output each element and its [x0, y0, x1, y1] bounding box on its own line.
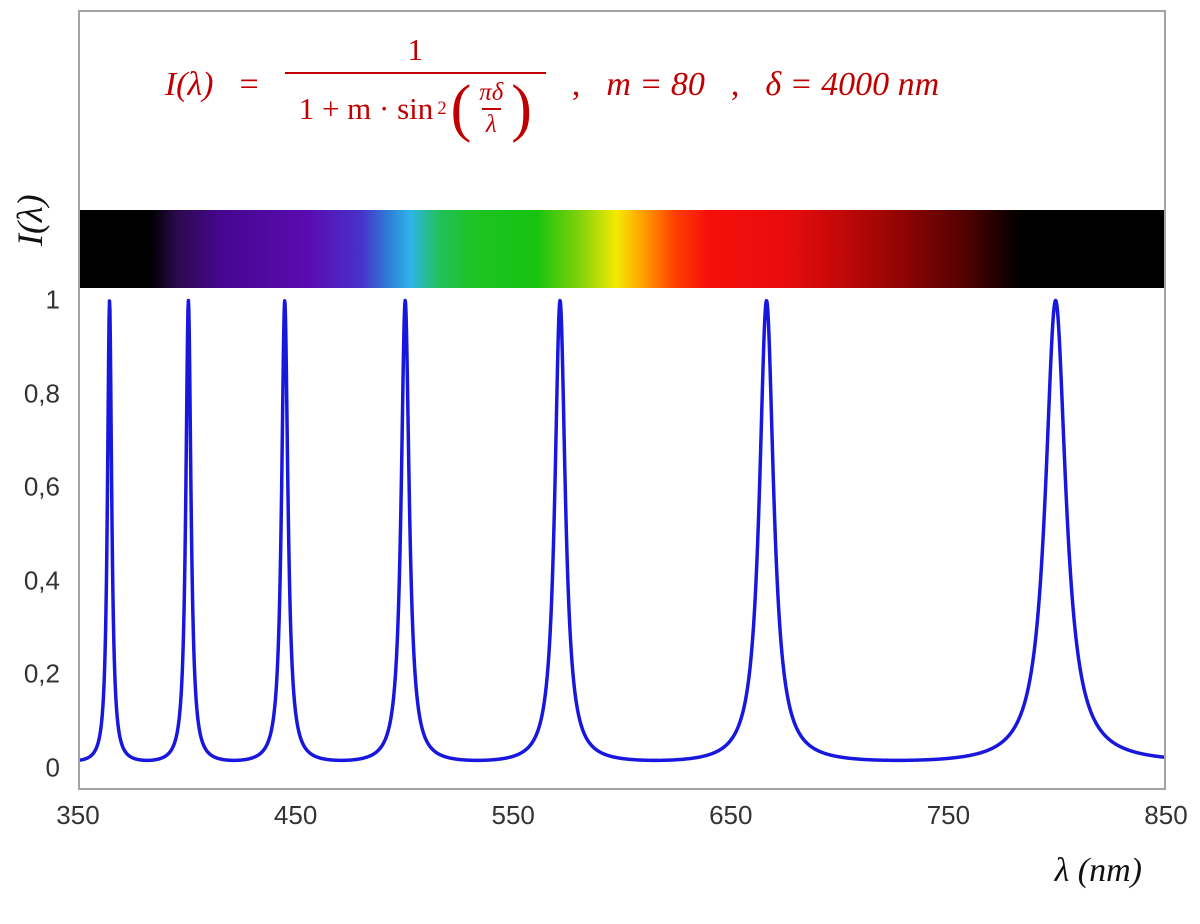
plot-area: I(λ) = 1 1 + m · sin 2 ( πδ λ ) , m = 80 … — [78, 10, 1166, 790]
x-tick-label: 450 — [273, 800, 318, 830]
equation: I(λ) = 1 1 + m · sin 2 ( πδ λ ) , m = 80 … — [10, 32, 1094, 144]
open-paren: ( — [450, 72, 472, 144]
equation-fraction: 1 1 + m · sin 2 ( πδ λ ) — [284, 32, 546, 144]
y-axis-ticks: 0 0,2 0,4 0,6 0,8 1 — [0, 0, 66, 924]
x-tick-label: 750 — [926, 800, 971, 830]
denominator-text: 1 + m · sin — [298, 91, 434, 127]
close-paren: ) — [511, 72, 532, 144]
y-tick-label: 0,6 — [23, 471, 60, 502]
param-delta: δ = 4000 nm — [765, 66, 940, 104]
x-tick-label: 650 — [709, 800, 753, 830]
y-tick-label: 0 — [45, 752, 60, 783]
inner-numerator: πδ — [479, 79, 504, 106]
equation-lhs: I(λ) — [164, 66, 214, 104]
y-tick-label: 0,4 — [23, 565, 60, 596]
separator-comma-2: , — [730, 66, 740, 104]
equation-equals: = — [239, 66, 259, 104]
curve-plot — [80, 298, 1164, 763]
param-m: m = 80 — [606, 66, 705, 104]
y-tick-label: 1 — [45, 284, 60, 315]
visible-spectrum-strip — [80, 210, 1164, 288]
x-axis-ticks: 350 450 550 650 750 850 — [56, 800, 1187, 834]
sin-exponent: 2 — [437, 98, 447, 120]
x-tick-label: 350 — [56, 800, 100, 830]
fraction-numerator: 1 — [407, 32, 424, 67]
x-axis-title: λ (nm) — [1054, 852, 1142, 889]
separator-comma-1: , — [571, 66, 581, 104]
transmission-curve — [80, 298, 1164, 763]
x-tick-label: 550 — [491, 800, 535, 830]
x-tick-label: 850 — [1144, 800, 1188, 830]
inner-denominator: λ — [481, 108, 501, 138]
y-tick-label: 0,8 — [23, 378, 60, 409]
fraction-denominator: 1 + m · sin 2 ( πδ λ ) — [284, 72, 546, 144]
inner-fraction: πδ λ — [475, 79, 507, 138]
y-tick-label: 0,2 — [23, 658, 60, 689]
